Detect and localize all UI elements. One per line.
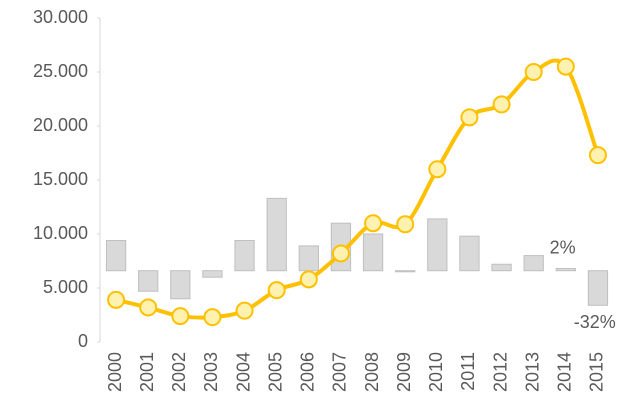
bar xyxy=(362,233,384,272)
y-tick-label: 25.000 xyxy=(33,61,88,81)
x-tick-label: 2001 xyxy=(137,352,157,392)
bar xyxy=(202,270,223,278)
x-tick-label: 2008 xyxy=(362,352,382,392)
line xyxy=(115,58,600,320)
x-tick-label: 2012 xyxy=(490,352,510,392)
bar xyxy=(170,270,191,300)
x-tick-label: 2002 xyxy=(169,352,189,392)
x-tick-label: 2004 xyxy=(233,352,253,392)
marker xyxy=(588,146,607,165)
marker xyxy=(428,160,447,179)
marker xyxy=(203,308,222,327)
x-tick-label: 2007 xyxy=(330,352,350,392)
bar xyxy=(298,245,319,272)
bar xyxy=(138,270,159,292)
data-label: 2% xyxy=(550,237,576,257)
marker xyxy=(267,281,286,300)
marker xyxy=(299,270,318,289)
y-tick-label: 10.000 xyxy=(33,223,88,243)
x-tick-label: 2005 xyxy=(265,352,285,392)
x-tick-label: 2011 xyxy=(458,352,478,391)
marker xyxy=(524,63,543,81)
marker xyxy=(460,108,479,127)
x-tick-label: 2003 xyxy=(201,352,221,392)
x-tick-label: 2015 xyxy=(587,352,607,392)
y-tick-label: 0 xyxy=(78,331,88,351)
bar xyxy=(395,270,416,273)
marker xyxy=(139,298,158,317)
marker xyxy=(396,215,415,234)
marker xyxy=(171,307,190,326)
bar xyxy=(491,263,512,272)
bar xyxy=(459,235,480,272)
bar xyxy=(555,268,576,272)
x-tick-label: 2006 xyxy=(298,352,318,392)
marker xyxy=(556,57,575,76)
x-tick-label: 2014 xyxy=(555,352,575,392)
x-tick-label: 2000 xyxy=(105,352,125,392)
data-label: -32% xyxy=(574,312,616,332)
y-tick-label: 5.000 xyxy=(43,277,88,297)
bar xyxy=(266,197,287,272)
marker xyxy=(331,244,350,263)
bar xyxy=(234,239,255,272)
marker xyxy=(107,290,126,309)
y-tick-label: 30.000 xyxy=(33,7,88,27)
x-tick-label: 2013 xyxy=(522,352,542,392)
bar xyxy=(587,270,609,306)
bar xyxy=(105,239,127,272)
marker xyxy=(492,95,511,114)
y-tick-label: 15.000 xyxy=(33,169,88,189)
bar xyxy=(427,218,448,272)
x-tick-label: 2009 xyxy=(394,352,414,392)
x-tick-label: 2010 xyxy=(426,352,446,392)
bar xyxy=(523,255,544,272)
marker xyxy=(364,214,383,233)
y-tick-label: 20.000 xyxy=(33,115,88,135)
marker xyxy=(235,301,254,320)
